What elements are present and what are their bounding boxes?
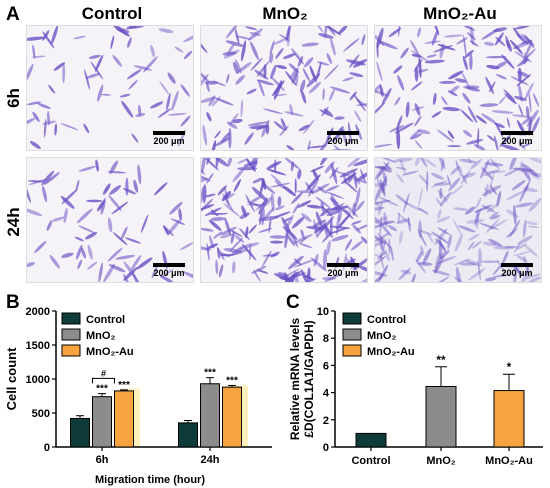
legend-swatch	[342, 328, 362, 341]
significance-label: **	[436, 353, 446, 367]
y-axis-label: Cell count	[4, 347, 19, 411]
micrograph-mno2-6h: 200 μm	[200, 25, 368, 151]
chart-c-mrna-levels: 0 2 4 6 8 10 Relative mRNA levels £D(COL1A1/GAP…	[288, 306, 543, 467]
x-tick-label: MnO₂	[426, 455, 455, 467]
bar	[222, 386, 242, 448]
scale-label: 200 μm	[327, 268, 359, 278]
column-header-mno2: MnO₂	[262, 4, 308, 23]
micrograph-control-24h: 200 μm	[26, 157, 194, 283]
legend-swatch	[61, 344, 81, 357]
legend-label: MnO₂	[86, 330, 115, 342]
legend-label: Control	[367, 314, 406, 326]
micrograph-control-6h: 200 μm	[26, 25, 194, 151]
column-header-control: Control	[81, 4, 143, 23]
significance-bracket	[92, 377, 115, 384]
scale-label: 200 μm	[327, 136, 359, 146]
significance-label: *	[507, 360, 512, 374]
bar	[493, 390, 525, 448]
chart-b-cell-count: 0 500 1000 1500 2000 Cell count 6h *** *** 24h ***…	[4, 306, 272, 486]
x-tick-label: 6h	[96, 454, 109, 466]
y-tick-label: 4	[323, 388, 330, 400]
y-tick-label: 0	[44, 442, 50, 454]
scale-label: 200 μm	[501, 136, 533, 146]
panel-label-a: A	[6, 4, 20, 25]
legend-label: MnO₂-Au	[367, 346, 415, 358]
x-axis-label: Migration time (hour)	[95, 474, 205, 486]
scale-bar: 200 μm	[499, 131, 535, 146]
legend-swatch	[342, 312, 362, 325]
legend-label: MnO₂	[367, 330, 396, 342]
column-header-mno2au: MnO₂-Au	[423, 4, 497, 23]
y-tick-label: 8	[323, 333, 329, 345]
bar	[92, 396, 112, 448]
x-tick-label: MnO₂-Au	[485, 455, 533, 467]
bar	[114, 390, 134, 448]
y-tick-label: 2000	[26, 306, 50, 318]
scale-bar: 200 μm	[151, 131, 187, 146]
bar	[425, 385, 457, 448]
significance-label: ***	[226, 375, 238, 386]
legend-label: Control	[86, 314, 125, 326]
y-tick-label: 2	[323, 415, 329, 427]
y-axis-label-line2: £D(COL1A1/GAPDH)	[302, 320, 316, 437]
bar	[70, 417, 90, 448]
bracket-label: #	[101, 368, 106, 378]
scale-bar: 200 μm	[151, 263, 187, 278]
scale-label: 200 μm	[153, 136, 185, 146]
bar	[178, 422, 198, 448]
legend-swatch	[342, 344, 362, 357]
legend-swatch	[61, 312, 81, 325]
row-header-24h: 24h	[4, 207, 23, 237]
panel-label-c: C	[286, 292, 300, 313]
y-tick-label: 6	[323, 360, 329, 372]
y-tick-label: 1000	[26, 374, 50, 386]
scale-bar: 200 μm	[499, 263, 535, 278]
legend-swatch	[61, 328, 81, 341]
y-tick-label: 1500	[26, 340, 50, 352]
scale-label: 200 μm	[501, 268, 533, 278]
significance-label: ***	[96, 384, 108, 395]
x-tick-label: Control	[351, 455, 390, 467]
significance-label: ***	[118, 380, 130, 391]
scale-bar: 200 μm	[325, 131, 361, 146]
row-header-6h: 6h	[4, 88, 23, 108]
x-tick-label: 24h	[201, 454, 220, 466]
y-tick-label: 500	[32, 408, 50, 420]
significance-label: ***	[204, 368, 216, 379]
micrograph-mno2au-6h: 200 μm	[374, 25, 542, 151]
scale-bar: 200 μm	[325, 263, 361, 278]
legend-label: MnO₂-Au	[86, 346, 134, 358]
y-tick-label: 10	[317, 306, 329, 318]
scale-label: 200 μm	[153, 268, 185, 278]
panel-label-b: B	[6, 292, 20, 313]
micrograph-mno2-24h: 200 μm	[200, 157, 368, 283]
micrograph-mno2au-24h: 200 μm	[374, 157, 542, 283]
bar	[355, 432, 387, 448]
bar	[200, 383, 220, 448]
y-axis-label-line1: Relative mRNA levels	[288, 318, 302, 441]
y-tick-label: 0	[323, 442, 329, 454]
